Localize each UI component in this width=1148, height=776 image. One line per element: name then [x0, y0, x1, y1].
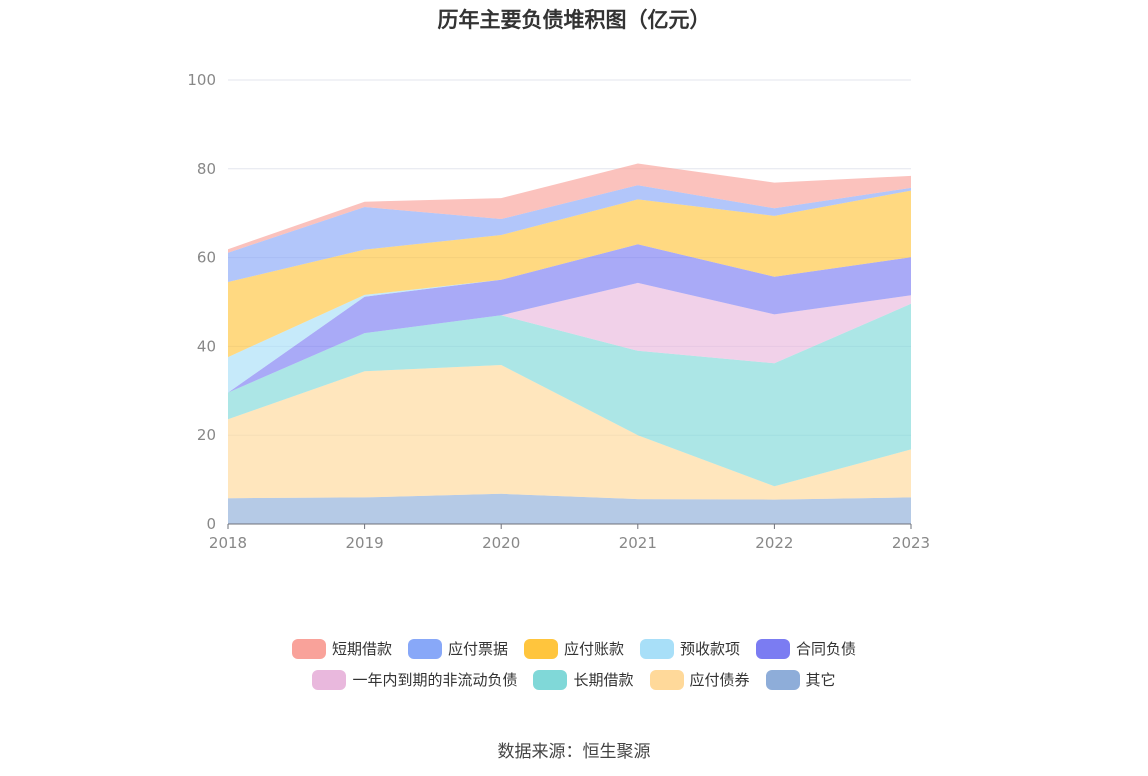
area-series-layer — [228, 163, 911, 524]
area-series-1[interactable] — [228, 365, 911, 500]
chart-title: 历年主要负债堆积图（亿元） — [437, 8, 711, 32]
legend-item[interactable]: 其它 — [765, 669, 836, 690]
y-tick-label: 80 — [197, 160, 216, 178]
x-tick-label: 2023 — [892, 534, 930, 552]
area-series-4[interactable] — [228, 244, 911, 393]
legend-item[interactable]: 一年内到期的非流动负债 — [312, 669, 517, 690]
legend-label: 短期借款 — [331, 640, 392, 658]
legend-label: 应付账款 — [563, 640, 624, 658]
legend-item[interactable]: 合同负债 — [756, 638, 856, 659]
legend-item[interactable]: 预收款项 — [640, 638, 740, 659]
axes: 0 20 40 60 80 100 2018 2019 2020 2021 2022 2023 — [187, 71, 930, 552]
y-tick-label: 60 — [197, 249, 216, 267]
legend-label: 一年内到期的非流动负债 — [352, 671, 518, 689]
legend-item[interactable]: 应付债券 — [649, 669, 750, 690]
legend-swatch — [765, 669, 800, 690]
legend-label: 合同负债 — [796, 640, 857, 658]
area-series-2[interactable] — [228, 303, 911, 487]
legend-swatch — [312, 669, 347, 690]
legend-label: 预收款项 — [680, 640, 741, 658]
stacked-area-chart: 0 20 40 60 80 100 2018 2019 2020 2021 2022 2023 — [187, 71, 930, 552]
legend-row: 一年内到期的非流动负债 长期借款 应付债券 其它 — [312, 669, 836, 690]
legend-item[interactable]: 短期借款 — [291, 638, 392, 659]
area-series-3[interactable] — [228, 282, 911, 393]
legend-item[interactable]: 应付票据 — [407, 638, 508, 659]
legend-item[interactable]: 长期借款 — [533, 669, 634, 690]
x-tick-label: 2021 — [619, 534, 657, 552]
legend-label: 应付票据 — [447, 640, 508, 658]
y-tick-label: 20 — [197, 426, 216, 444]
legend-swatch — [649, 669, 684, 690]
legend-swatch — [640, 638, 674, 659]
area-series-7[interactable] — [228, 185, 911, 282]
legend-swatch — [523, 638, 558, 659]
legend-swatch — [533, 669, 568, 690]
y-tick-label: 100 — [187, 71, 216, 89]
legend: 短期借款 应付票据 应付账款 预收款项 合同负债一年内到期的非流动负债 长期借款 应付债券 其… — [0, 638, 1148, 690]
area-series-8[interactable] — [228, 163, 911, 253]
legend-swatch — [756, 638, 791, 659]
source-note: 数据来源：恒生聚源 — [497, 742, 651, 762]
area-series-6[interactable] — [228, 190, 911, 358]
legend-label: 其它 — [805, 671, 836, 689]
legend-item[interactable]: 应付账款 — [523, 638, 624, 659]
y-tick-label: 0 — [206, 515, 216, 533]
legend-label: 长期借款 — [573, 671, 634, 689]
legend-swatch — [407, 638, 442, 659]
x-tick-label: 2018 — [209, 534, 247, 552]
y-tick-label: 40 — [197, 337, 216, 355]
legend-label: 应付债券 — [689, 671, 750, 689]
area-series-0[interactable] — [228, 493, 911, 524]
x-tick-label: 2022 — [755, 534, 793, 552]
x-tick-label: 2019 — [346, 534, 384, 552]
legend-swatch — [291, 638, 326, 659]
legend-row: 短期借款 应付票据 应付账款 预收款项 合同负债 — [291, 638, 856, 659]
x-tick-label: 2020 — [482, 534, 520, 552]
